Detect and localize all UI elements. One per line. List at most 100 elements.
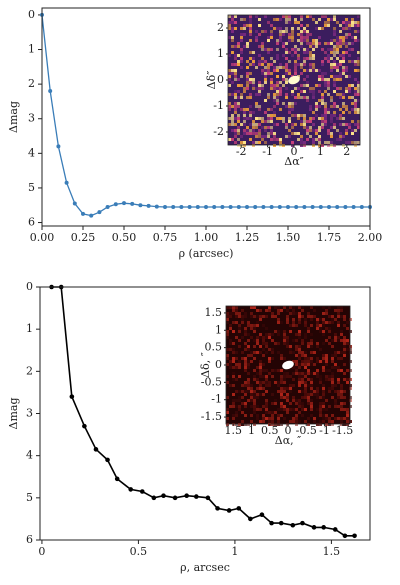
speckle — [309, 69, 312, 72]
speckle — [226, 381, 229, 384]
speckle — [255, 66, 258, 69]
speckle — [228, 75, 231, 78]
speckle — [265, 315, 268, 318]
speckle — [268, 411, 271, 414]
speckle — [310, 318, 313, 321]
data-point — [310, 204, 315, 209]
speckle — [298, 321, 301, 324]
speckle — [244, 366, 247, 369]
speckle — [322, 396, 325, 399]
speckle — [331, 420, 334, 423]
speckle — [342, 57, 345, 60]
speckle — [259, 369, 262, 372]
speckle — [351, 108, 354, 111]
speckle — [250, 399, 253, 402]
speckle — [327, 141, 330, 144]
speckle — [337, 381, 340, 384]
speckle — [292, 318, 295, 321]
speckle — [318, 144, 321, 147]
speckle — [249, 33, 252, 36]
speckle — [237, 78, 240, 81]
speckle — [235, 378, 238, 381]
speckle — [337, 405, 340, 408]
speckle — [231, 138, 234, 141]
speckle — [250, 336, 253, 339]
speckle — [286, 342, 289, 345]
speckle — [279, 81, 282, 84]
speckle — [312, 54, 315, 57]
speckle — [345, 129, 348, 132]
speckle — [331, 354, 334, 357]
speckle — [325, 357, 328, 360]
speckle — [282, 42, 285, 45]
speckle — [237, 84, 240, 87]
speckle — [237, 45, 240, 48]
speckle — [226, 312, 229, 315]
speckle — [246, 126, 249, 129]
data-point — [342, 533, 348, 539]
data-point — [259, 512, 265, 517]
speckle — [286, 408, 289, 411]
speckle — [304, 420, 307, 423]
speckle — [249, 18, 252, 21]
speckle — [258, 108, 261, 111]
data-point — [286, 204, 290, 209]
x-tick-label: 0.25 — [71, 231, 96, 244]
speckle — [340, 423, 343, 426]
speckle — [261, 120, 264, 123]
inset-y-tick-label: 0 — [215, 358, 222, 371]
speckle — [244, 423, 247, 426]
speckle — [246, 117, 249, 120]
speckle — [252, 57, 255, 60]
speckle — [316, 393, 319, 396]
speckle — [333, 144, 336, 147]
speckle — [286, 321, 289, 324]
speckle — [324, 78, 327, 81]
speckle — [252, 111, 255, 114]
speckle — [337, 306, 340, 309]
speckle — [351, 60, 354, 63]
speckle — [268, 417, 271, 420]
speckle — [319, 348, 322, 351]
speckle — [244, 342, 247, 345]
speckle — [282, 15, 285, 18]
speckle — [262, 375, 265, 378]
speckle — [289, 330, 292, 333]
speckle — [283, 306, 286, 309]
inset-x-tick-label: -0.5 — [296, 424, 317, 437]
speckle — [357, 99, 360, 102]
speckle — [240, 39, 243, 42]
speckle — [232, 309, 235, 312]
speckle — [264, 48, 267, 51]
speckle — [267, 132, 270, 135]
speckle — [322, 306, 325, 309]
speckle — [337, 309, 340, 312]
speckle — [255, 93, 258, 96]
speckle — [259, 360, 262, 363]
data-point — [212, 204, 217, 209]
speckle — [336, 93, 339, 96]
speckle — [259, 315, 262, 318]
speckle — [297, 21, 300, 24]
speckle — [246, 60, 249, 63]
speckle — [340, 393, 343, 396]
speckle — [301, 306, 304, 309]
speckle — [343, 408, 346, 411]
speckle — [228, 123, 231, 126]
speckle — [232, 372, 235, 375]
speckle — [348, 87, 351, 90]
speckle — [289, 402, 292, 405]
data-point — [343, 204, 348, 209]
speckle — [255, 117, 258, 120]
speckle — [321, 120, 324, 123]
speckle — [300, 15, 303, 18]
speckle — [312, 45, 315, 48]
data-point — [220, 204, 225, 209]
speckle — [340, 315, 343, 318]
speckle — [289, 375, 292, 378]
speckle — [238, 330, 241, 333]
speckle — [343, 423, 346, 426]
speckle — [297, 54, 300, 57]
speckle — [328, 387, 331, 390]
